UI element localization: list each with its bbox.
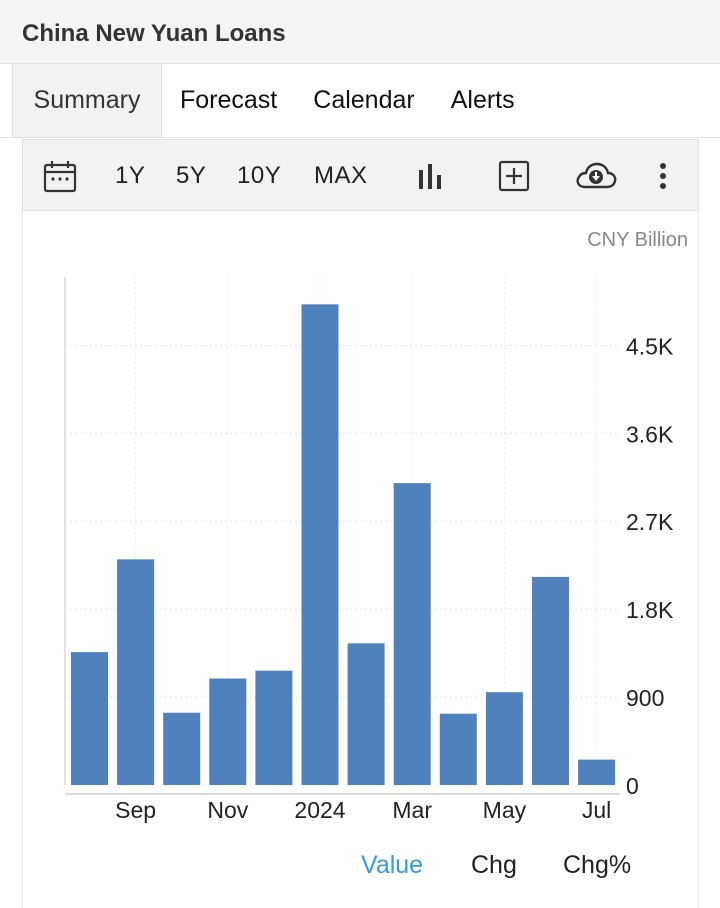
chart-toolbar: 1Y 5Y 10Y MAX [22, 139, 699, 211]
calendar-icon[interactable] [43, 140, 77, 212]
x-tick-label: Sep [115, 797, 156, 823]
bar [578, 759, 616, 785]
bar [439, 713, 477, 785]
bar [301, 304, 339, 785]
bar [347, 643, 385, 785]
x-tick-label: Mar [392, 797, 432, 823]
bar [255, 670, 293, 785]
tab-calendar[interactable]: Calendar [313, 86, 415, 114]
range-10y-button[interactable]: 10Y [237, 162, 282, 189]
y-tick-label: 3.6K [626, 421, 674, 447]
y-tick-label: 4.5K [626, 333, 674, 359]
range-5y-button[interactable]: 5Y [176, 162, 207, 189]
x-tick-label: Jul [582, 797, 611, 823]
y-tick-label: 1.8K [626, 597, 674, 623]
unit-label: CNY Billion [587, 229, 688, 251]
x-tick-label: May [483, 797, 527, 823]
bar [532, 576, 569, 785]
bar-chart-icon[interactable] [415, 140, 445, 212]
chart-card [22, 211, 699, 908]
bar [393, 483, 431, 785]
cloud-download-icon[interactable] [574, 140, 618, 212]
bar [71, 652, 108, 785]
range-1y-button[interactable]: 1Y [115, 162, 146, 189]
plus-box-icon[interactable] [498, 140, 530, 212]
bar [209, 678, 247, 785]
bar [163, 712, 201, 785]
tab-alerts[interactable]: Alerts [450, 86, 515, 114]
legend-value-button[interactable]: Value [361, 851, 424, 879]
y-tick-label: 900 [626, 685, 664, 711]
bar [485, 692, 523, 785]
y-tick-label: 0 [626, 773, 639, 799]
tab-forecast[interactable]: Forecast [180, 86, 278, 114]
page-title: China New Yuan Loans [22, 20, 286, 47]
title-bar: China New Yuan Loans [0, 0, 720, 64]
more-vertical-icon[interactable] [653, 140, 673, 212]
x-tick-label: 2024 [294, 797, 345, 823]
bar [117, 559, 155, 785]
legend-chg-pct-button[interactable]: Chg% [563, 851, 632, 879]
range-max-button[interactable]: MAX [314, 162, 368, 189]
tab-summary[interactable]: Summary [12, 64, 162, 137]
legend-chg-button[interactable]: Chg [471, 851, 517, 879]
tab-bar: Summary Forecast Calendar Alerts [0, 64, 720, 138]
x-tick-label: Nov [207, 797, 248, 823]
y-tick-label: 2.7K [626, 509, 674, 535]
